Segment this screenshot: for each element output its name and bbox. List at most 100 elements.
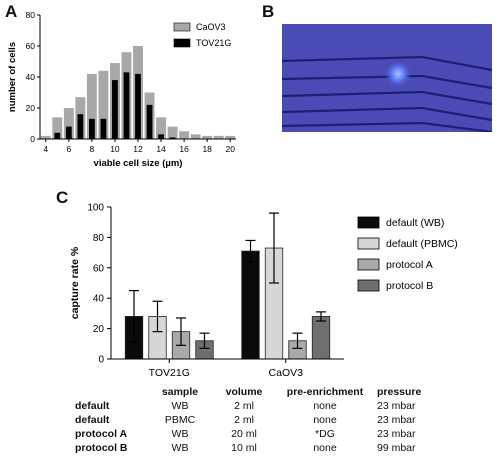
bar-caov3 xyxy=(213,135,224,139)
captured-cell xyxy=(384,60,412,88)
table-cell: default xyxy=(75,414,110,426)
x-tick-label: 20 xyxy=(226,144,236,154)
legend-swatch xyxy=(173,38,191,48)
x-tick-label: 12 xyxy=(133,144,143,154)
legend-label: TOV21G xyxy=(196,38,231,48)
table-cell: PBMC xyxy=(164,414,196,426)
table-cell: WB xyxy=(171,400,189,412)
y-tick-label: 20 xyxy=(26,103,36,113)
bar-caov3 xyxy=(156,117,167,139)
table-header-row: sample volume pre-enrichment pressure xyxy=(75,386,443,400)
bar-caov3 xyxy=(179,131,190,139)
legend-swatch xyxy=(357,237,380,250)
channel-line xyxy=(282,74,492,90)
x-tick-label: 14 xyxy=(156,144,166,154)
table-cell: default xyxy=(75,400,110,412)
y-axis-title: number of cells xyxy=(7,42,18,112)
bar-caov3 xyxy=(52,117,63,139)
table-cell: 23 mbar xyxy=(377,428,416,440)
bar-caov3 xyxy=(63,108,74,139)
bar-tov21g xyxy=(54,132,61,139)
table-cell: WB xyxy=(171,428,189,440)
x-tick-label: 10 xyxy=(110,144,120,154)
table-cell: protocol B xyxy=(75,442,128,454)
x-tick-label: 16 xyxy=(179,144,189,154)
bar-caov3 xyxy=(167,126,178,139)
bar-caov3 xyxy=(98,70,109,139)
x-tick-label: 4 xyxy=(43,144,48,154)
bar-tov21g xyxy=(169,137,176,139)
table-cell: protocol A xyxy=(75,428,128,440)
table-cell: WB xyxy=(171,442,189,454)
x-axis-title: viable cell size (µm) xyxy=(94,158,183,169)
bar-caov3 xyxy=(225,135,236,139)
channel-line xyxy=(282,55,492,72)
legend-label: default (WB) xyxy=(386,217,444,229)
x-tick-label: TOV21G xyxy=(149,367,190,379)
legend-label: protocol B xyxy=(386,280,433,292)
legend-swatch xyxy=(357,279,380,292)
channel-line xyxy=(282,121,492,132)
capture-rate-chart: 0 20 40 60 80 100 TOV21G CaOV3 capture rate % def… xyxy=(69,203,458,380)
panel-letter-b: B xyxy=(262,2,275,21)
y-tick-label: 60 xyxy=(26,41,36,51)
cell-size-histogram: 0 20 40 60 80 4 6 8 10 12 14 16 18 20 viable cell size… xyxy=(7,10,236,169)
y-tick-label: 0 xyxy=(98,355,104,366)
y-tick-label: 20 xyxy=(93,324,105,335)
bar-tov21g xyxy=(100,118,107,139)
bar xyxy=(241,250,260,360)
table-row: default WB 2 ml none 23 mbar xyxy=(75,400,443,414)
legend-label: CaOV3 xyxy=(196,22,226,32)
legend-label: default (PBMC) xyxy=(386,238,458,250)
table-row: default PBMC 2 ml none 23 mbar xyxy=(75,414,443,428)
channel-line xyxy=(282,106,492,122)
y-tick-label: 80 xyxy=(93,233,105,244)
table-header-cell: pre-enrichment xyxy=(286,386,364,398)
y-tick-label: 80 xyxy=(26,10,36,20)
table-cell: 99 mbar xyxy=(377,442,416,454)
table-row: protocol A WB 20 ml *DG 23 mbar xyxy=(75,428,443,442)
bar-caov3 xyxy=(40,135,51,139)
table-cell: 20 ml xyxy=(231,428,257,440)
y-tick-label: 40 xyxy=(93,294,105,305)
y-axis-title: capture rate % xyxy=(69,246,81,319)
legend-swatch xyxy=(357,216,380,229)
bar-tov21g xyxy=(65,126,72,139)
bar-tov21g xyxy=(135,73,141,139)
table-cell: none xyxy=(313,442,337,454)
table-header-cell: volume xyxy=(225,386,263,398)
legend-swatch xyxy=(357,258,380,271)
table-header-cell: sample xyxy=(161,386,199,398)
bar-tov21g xyxy=(77,114,84,139)
bar-tov21g xyxy=(158,134,164,139)
table-cell: none xyxy=(313,400,337,412)
panel-letter-c: C xyxy=(56,188,69,207)
x-tick-label: 8 xyxy=(90,144,95,154)
bar xyxy=(311,316,331,360)
legend-swatch xyxy=(173,22,191,32)
y-tick-label: 100 xyxy=(87,203,104,214)
table-cell: 23 mbar xyxy=(377,414,416,426)
x-tick-label: 18 xyxy=(202,144,212,154)
table-header-cell: pressure xyxy=(377,386,422,398)
x-tick-label: 6 xyxy=(66,144,71,154)
bar-caov3 xyxy=(202,135,213,139)
channel-line xyxy=(282,90,492,106)
microscopy-image xyxy=(282,24,492,132)
bar-tov21g xyxy=(89,118,95,139)
bar-tov21g xyxy=(112,80,118,139)
legend-label: protocol A xyxy=(386,259,433,271)
table-row: protocol B WB 10 ml none 99 mbar xyxy=(75,442,443,456)
table-cell: none xyxy=(313,414,337,426)
table-cell: 2 ml xyxy=(234,400,254,412)
table-cell: 2 ml xyxy=(234,414,254,426)
y-tick-label: 40 xyxy=(26,72,36,82)
bar-caov3 xyxy=(86,73,97,139)
y-tick-label: 0 xyxy=(30,134,35,144)
bar-tov21g xyxy=(123,72,130,139)
protocol-table: sample volume pre-enrichment pressure de… xyxy=(75,386,443,456)
x-tick-label: CaOV3 xyxy=(269,367,304,379)
y-tick-label: 60 xyxy=(93,263,105,274)
table-header-cell xyxy=(75,386,151,400)
table-cell: *DG xyxy=(315,428,335,440)
